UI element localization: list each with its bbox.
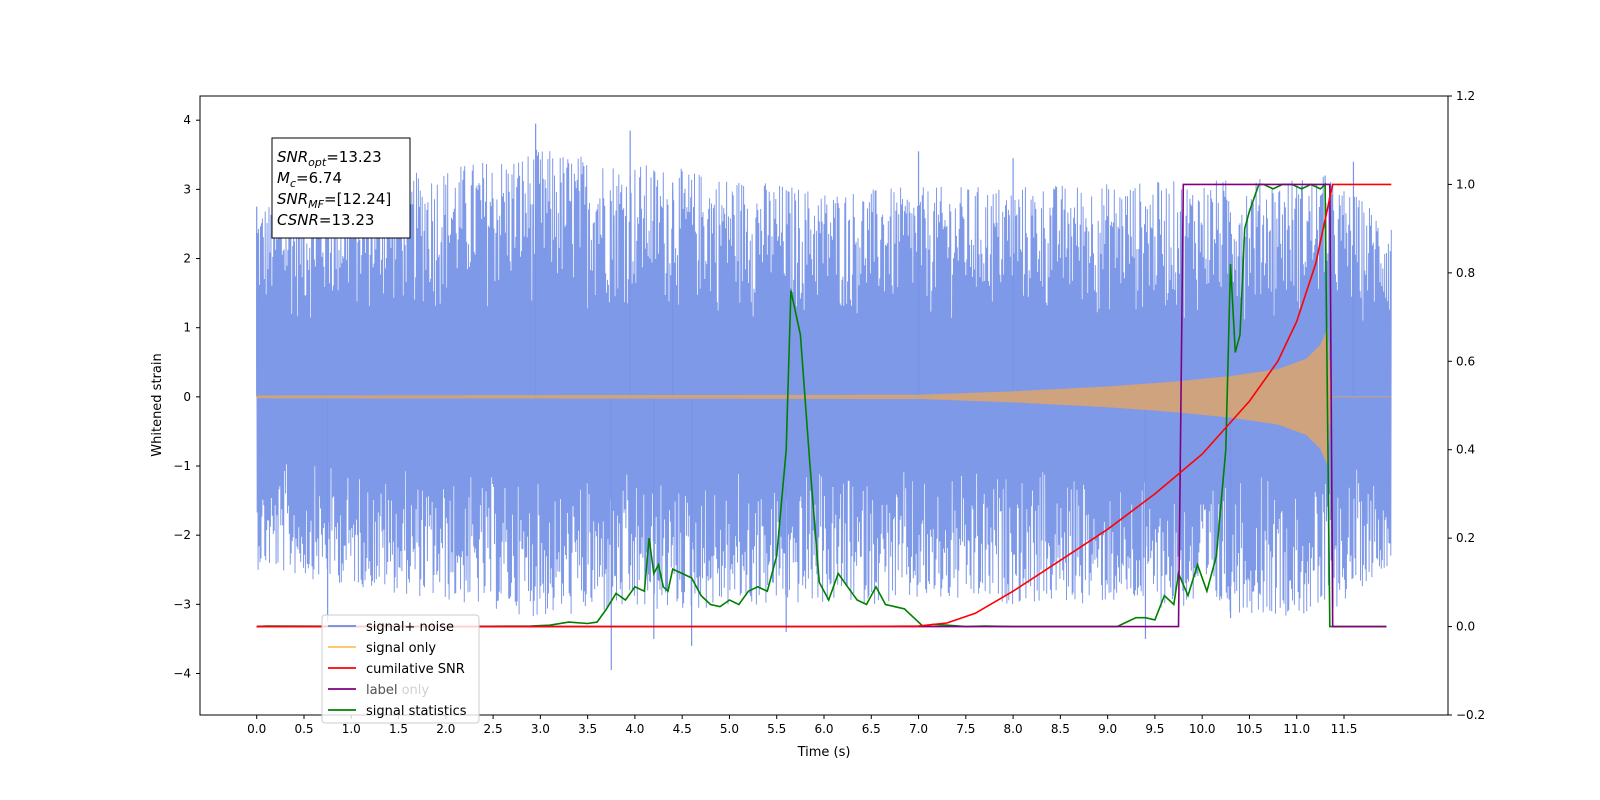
y-axis-left: 4 3 2 1 0 −1 −2 −3 −4 bbox=[173, 113, 200, 681]
x-tick-label: 1.0 bbox=[342, 722, 361, 736]
x-tick-label: 8.0 bbox=[1004, 722, 1023, 736]
x-tick-label: 2.0 bbox=[436, 722, 455, 736]
series-signal-only bbox=[256, 328, 1392, 465]
y2-tick-label: 0.4 bbox=[1456, 443, 1475, 457]
legend-label: signal only bbox=[366, 641, 436, 656]
annotation-subscript: opt bbox=[308, 156, 327, 169]
y-tick-label: 2 bbox=[183, 252, 191, 266]
metrics-annotation-box: SNRopt=13.23Mc=6.74SNRMF=[12.24]CSNR=13.… bbox=[271, 137, 411, 239]
y-tick-label: 0 bbox=[183, 390, 191, 404]
x-tick-label: 4.0 bbox=[625, 722, 644, 736]
x-tick-label: 7.5 bbox=[956, 722, 975, 736]
legend-label: signal+ noise bbox=[366, 620, 454, 635]
y2-tick-label: 0.6 bbox=[1456, 354, 1475, 368]
x-tick-label: 10.5 bbox=[1236, 722, 1263, 736]
y2-tick-label: −0.2 bbox=[1456, 708, 1485, 722]
x-tick-label: 1.5 bbox=[389, 722, 408, 736]
x-tick-label: 8.5 bbox=[1051, 722, 1070, 736]
x-tick-label: 2.5 bbox=[484, 722, 503, 736]
y2-tick-label: 1.2 bbox=[1456, 89, 1475, 103]
legend-frame bbox=[321, 614, 480, 724]
y-tick-label: 1 bbox=[183, 321, 191, 335]
annotation-line: SNRMF=[12.24] bbox=[277, 190, 391, 211]
x-tick-label: 0.0 bbox=[247, 722, 266, 736]
y-tick-label: −2 bbox=[173, 528, 191, 542]
series-label bbox=[256, 183, 1387, 628]
annotation-subscript: c bbox=[290, 177, 296, 190]
annotation-line: CSNR=13.23 bbox=[277, 211, 374, 229]
annotation-value: =13.23 bbox=[319, 211, 375, 229]
y-tick-label: 4 bbox=[183, 113, 191, 127]
x-tick-label: 4.5 bbox=[673, 722, 692, 736]
annotation-subscript: MF bbox=[308, 198, 324, 211]
series-cumulative-snr bbox=[256, 183, 1392, 628]
x-tick-label: 9.0 bbox=[1098, 722, 1117, 736]
y2-tick-label: 0.8 bbox=[1456, 266, 1475, 280]
legend-label: cumilative SNR bbox=[366, 662, 465, 677]
x-tick-label: 7.0 bbox=[909, 722, 928, 736]
annotation-value: =6.74 bbox=[296, 169, 342, 187]
signal-only-line bbox=[256, 328, 1392, 465]
y2-tick-label: 0.2 bbox=[1456, 531, 1475, 545]
annotation-line: SNRopt=13.23 bbox=[277, 148, 382, 169]
x-tick-label: 6.0 bbox=[814, 722, 833, 736]
y-tick-label: −4 bbox=[173, 667, 191, 681]
x-tick-label: 3.0 bbox=[531, 722, 550, 736]
x-axis: 0.0 0.5 1.0 1.5 2.0 2.5 3.0 3.5 4.0 4.5 5.0 5.5 6.0 6… bbox=[247, 715, 1357, 736]
x-tick-label: 3.5 bbox=[578, 722, 597, 736]
x-tick-label: 5.5 bbox=[767, 722, 786, 736]
series-signal-statistics bbox=[256, 182, 1387, 628]
annotation-symbol: CSNR bbox=[277, 211, 319, 229]
x-axis-label: Time (s) bbox=[797, 745, 851, 760]
y-tick-label: 3 bbox=[183, 182, 191, 196]
annotation-symbol: SNR bbox=[277, 190, 308, 208]
annotation-line: Mc=6.74 bbox=[277, 169, 342, 190]
annotation-value: =[12.24] bbox=[324, 190, 391, 208]
y-tick-label: −1 bbox=[173, 459, 191, 473]
legend-label-obscured: label only bbox=[366, 683, 429, 698]
y-axis-label: Whitened strain bbox=[150, 353, 165, 456]
y2-tick-label: 1.0 bbox=[1456, 177, 1475, 191]
y-tick-label: −3 bbox=[173, 597, 191, 611]
x-tick-label: 5.0 bbox=[720, 722, 739, 736]
plot-area bbox=[256, 123, 1392, 671]
legend: signal+ noise signal only cumilative SNR la… bbox=[321, 614, 480, 724]
annotation-symbol: SNR bbox=[277, 148, 308, 166]
y-axis-right: 1.2 1.0 0.8 0.6 0.4 0.2 0.0 −0.2 bbox=[1448, 89, 1485, 722]
x-tick-label: 0.5 bbox=[294, 722, 313, 736]
x-tick-label: 6.5 bbox=[862, 722, 881, 736]
y2-tick-label: 0.0 bbox=[1456, 620, 1475, 634]
legend-label: label bbox=[366, 683, 397, 698]
x-tick-label: 10.0 bbox=[1189, 722, 1216, 736]
signal-plus-noise-line bbox=[256, 149, 1392, 617]
annotation-value: =13.23 bbox=[326, 148, 382, 166]
legend-label: signal statistics bbox=[366, 704, 467, 719]
x-tick-label: 11.0 bbox=[1283, 722, 1310, 736]
x-tick-label: 11.5 bbox=[1331, 722, 1358, 736]
x-tick-label: 9.5 bbox=[1145, 722, 1164, 736]
annotation-frame bbox=[271, 137, 411, 239]
annotation-symbol: M bbox=[277, 169, 290, 187]
